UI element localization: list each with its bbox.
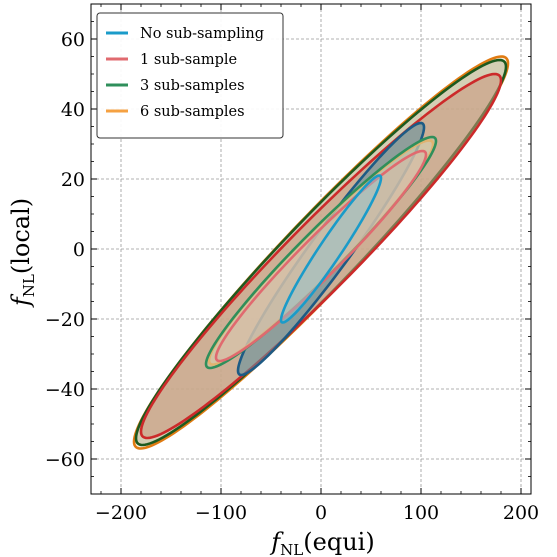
legend: No sub-sampling 1 sub-sample 3 sub-samples… — [96, 12, 284, 139]
y-tick-label-6: 60 — [61, 29, 85, 51]
y-tick-label-3: 0 — [73, 239, 85, 261]
y-tick-label-1: −40 — [45, 379, 85, 401]
x-tick-label-3: 100 — [403, 502, 439, 524]
legend-box — [96, 12, 284, 139]
y-tick-label-4: 20 — [61, 169, 85, 191]
legend-label-0: No sub-sampling — [140, 26, 264, 42]
x-tick-label-2: 0 — [315, 502, 327, 524]
x-axis-label: fNL(equi) — [269, 528, 374, 557]
y-tick-label-5: 40 — [61, 99, 85, 121]
y-tick-label-0: −60 — [45, 449, 85, 471]
ticks — [91, 3, 531, 495]
x-tick-label-1: −100 — [195, 502, 247, 524]
legend-label-2: 3 sub-samples — [140, 78, 245, 94]
contour-1sigma-no-sub-sampling — [279, 174, 383, 324]
legend-label-3: 6 sub-samples — [140, 104, 245, 120]
contour-1sigma-1-sub-sample — [214, 149, 428, 363]
ellipse-layer — [132, 55, 510, 450]
contour-2sigma-no-sub-sampling — [236, 121, 426, 377]
y-axis-label: fNL(local) — [7, 198, 38, 308]
x-tick-label-0: −200 — [95, 502, 147, 524]
y-tick-label-2: −20 — [45, 309, 85, 331]
x-tick-label-4: 200 — [503, 502, 539, 524]
legend-label-1: 1 sub-sample — [140, 52, 237, 68]
